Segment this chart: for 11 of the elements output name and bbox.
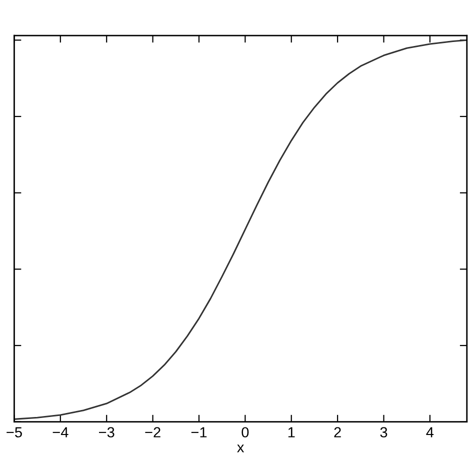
x-tick-label: −2 — [145, 427, 160, 438]
x-tick-label: 4 — [426, 427, 434, 438]
x-tick-label: −3 — [99, 427, 114, 438]
x-tick-label: −4 — [52, 427, 68, 438]
x-tick-label: 3 — [380, 427, 388, 438]
x-tick-label: 0 — [242, 427, 249, 438]
x-axis-title: x — [237, 444, 244, 452]
x-tick-label: 2 — [334, 427, 341, 438]
x-tick-label: −1 — [191, 427, 207, 438]
x-tick-label: −5 — [6, 427, 22, 438]
x-tick-label: 1 — [288, 427, 295, 438]
